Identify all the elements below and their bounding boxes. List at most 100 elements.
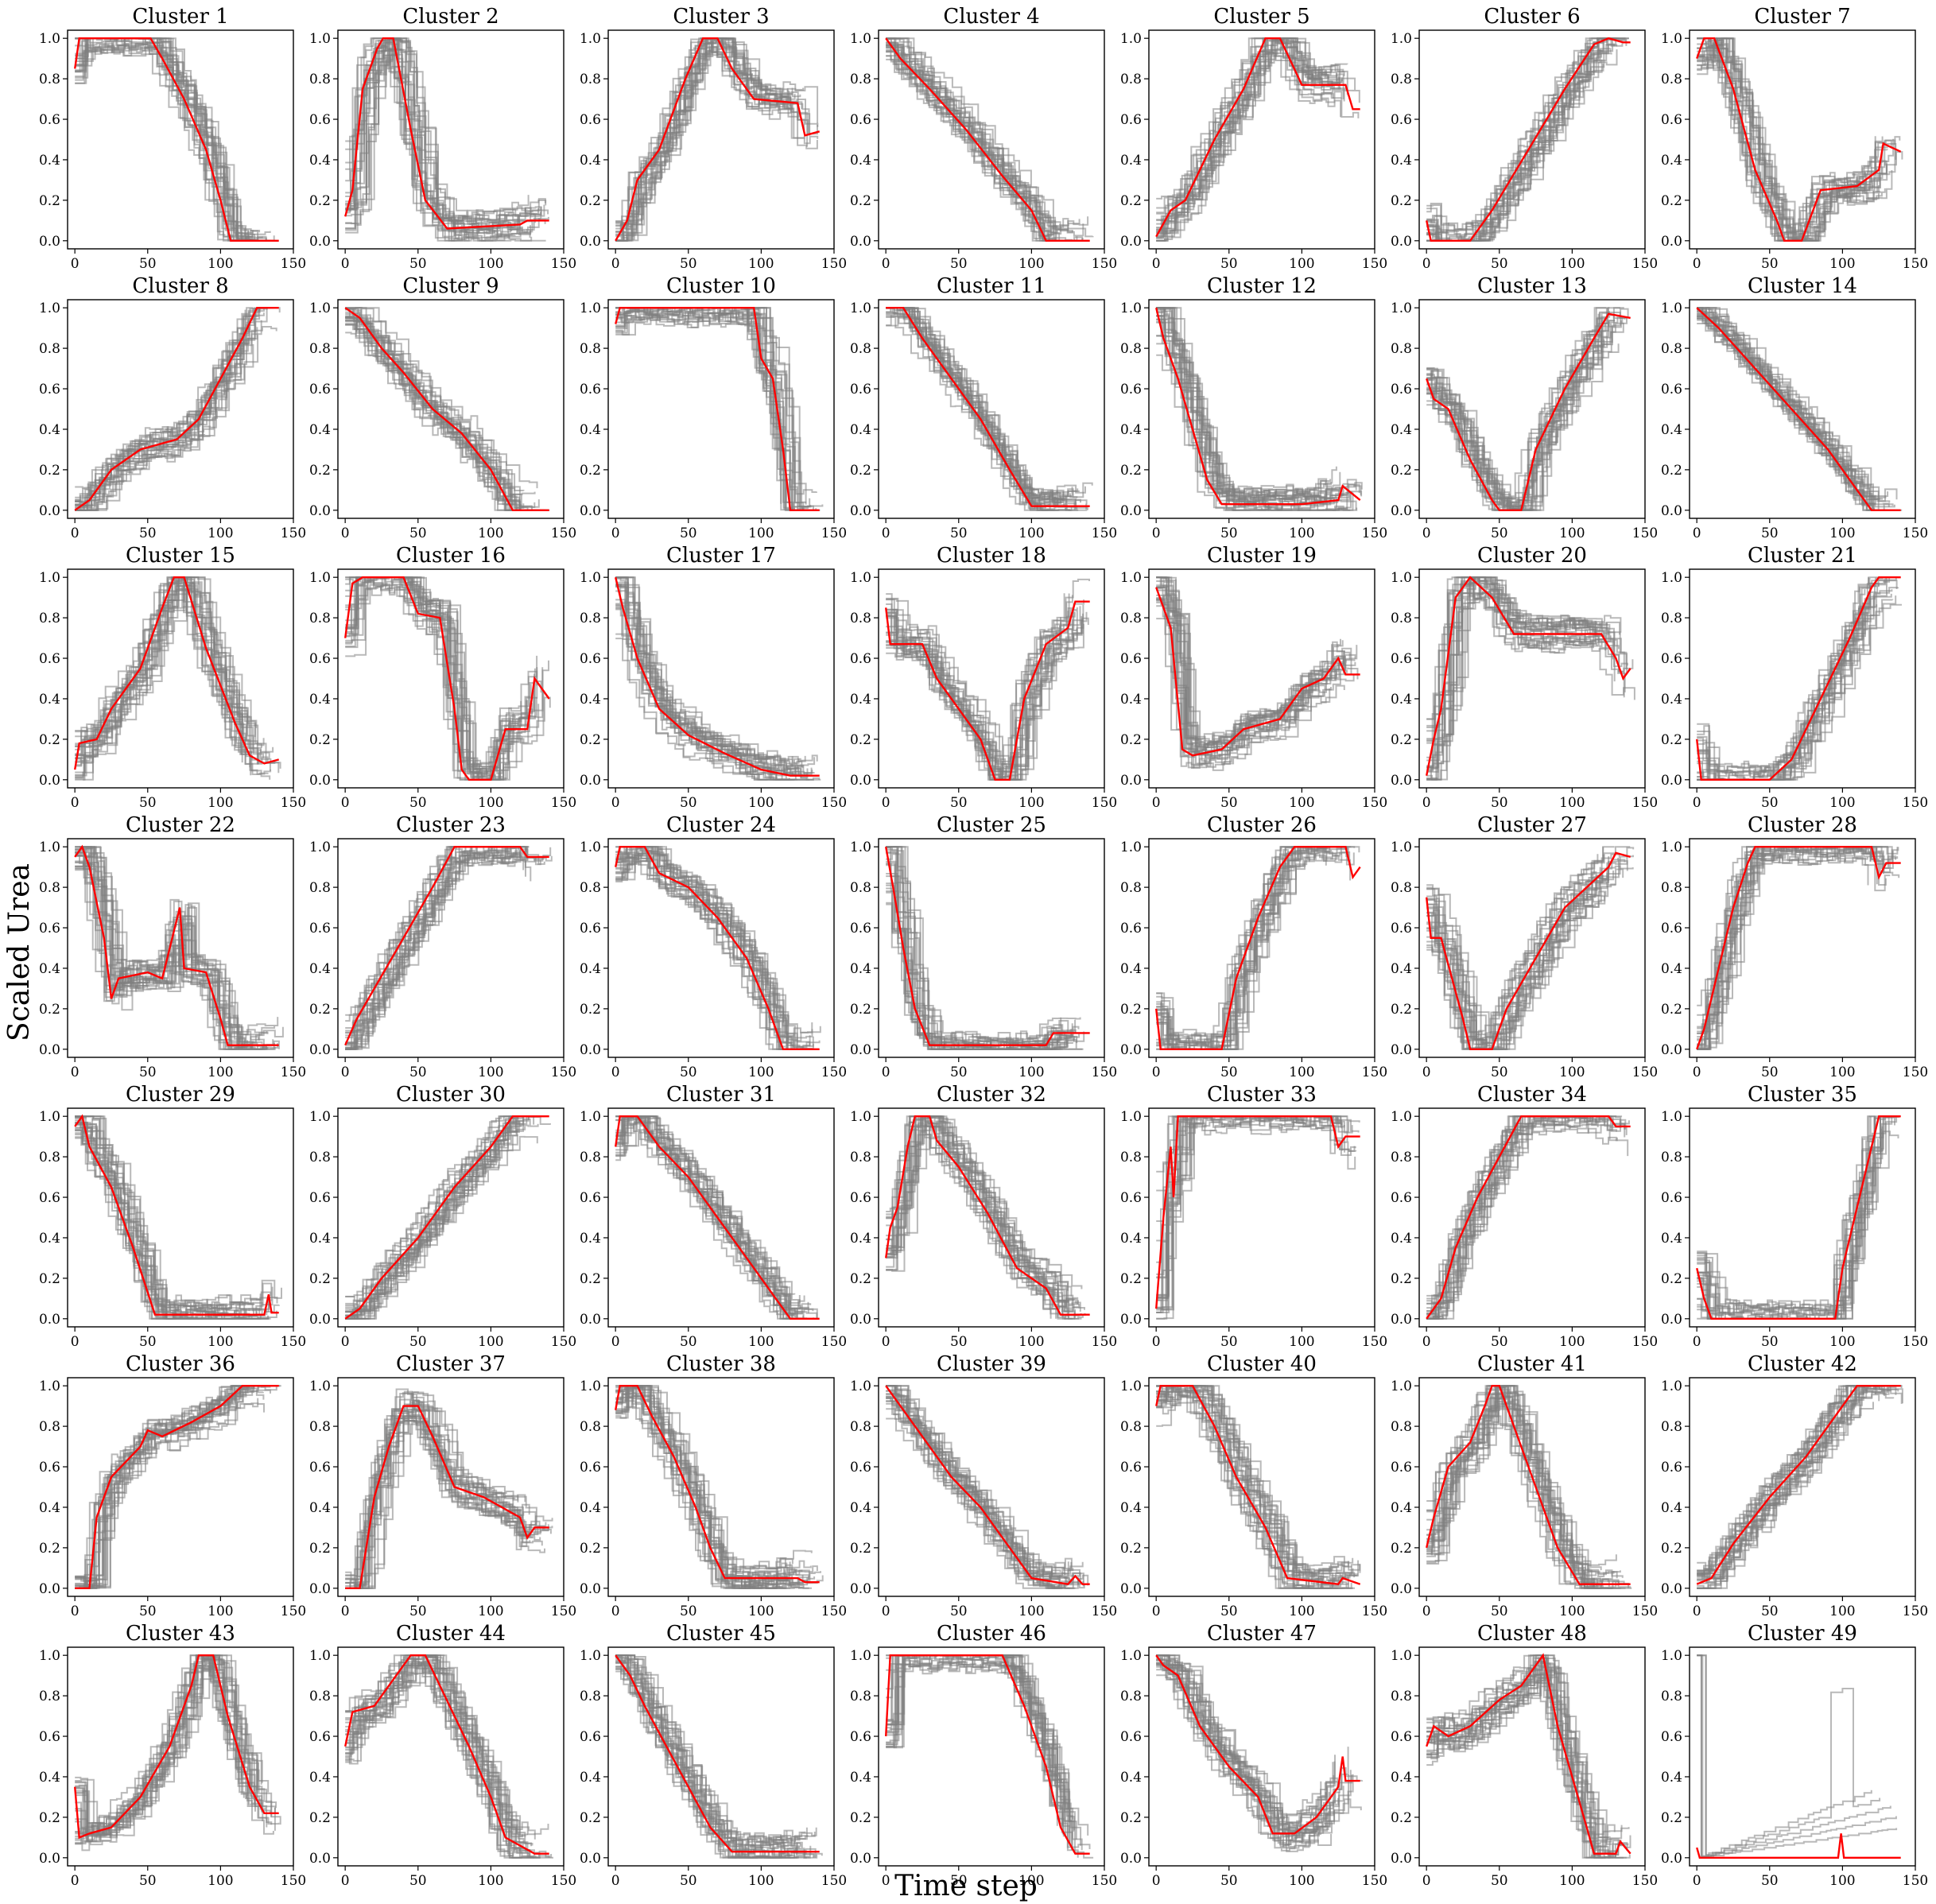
member-line	[1426, 583, 1620, 781]
member-line	[1156, 335, 1344, 502]
cluster-title: Cluster 47	[1207, 1622, 1317, 1646]
member-line	[615, 1124, 815, 1320]
member-line	[1426, 1123, 1629, 1320]
y-tick-label: 0.6	[39, 651, 60, 667]
x-tick-label: 0	[341, 1334, 350, 1350]
cluster-panel: Cluster 39 0 50 100 150 0.0 0.2 0.4 0.6 0.8 1.0	[850, 1352, 1117, 1619]
y-tick-label: 1.0	[309, 840, 331, 855]
member-line	[345, 1135, 538, 1320]
x-tick-label: 150	[1092, 525, 1117, 541]
cluster-panel: Cluster 2 0 50 100 150 0.0 0.2 0.4 0.6 0.8 1.0	[309, 5, 576, 272]
y-tick-label: 0.8	[39, 1689, 60, 1704]
centroid-line	[74, 37, 279, 242]
plot-frame	[337, 29, 565, 250]
y-tick-label: 1.0	[1391, 570, 1412, 586]
cluster-title: Cluster 39	[937, 1352, 1046, 1376]
y-tick-label: 1.0	[39, 31, 60, 47]
cluster-title: Cluster 20	[1477, 544, 1587, 568]
member-lines	[1156, 307, 1363, 511]
plot-frame	[337, 1377, 565, 1597]
cluster-title: Cluster 41	[1477, 1352, 1587, 1376]
x-tick-label: 100	[1559, 256, 1585, 272]
cluster-panel: Cluster 42 0 50 100 150 0.0 0.2 0.4 0.6 0.8 1.0	[1661, 1352, 1928, 1619]
y-tick-label: 0.6	[39, 1729, 60, 1745]
y-tick-label: 1.0	[1661, 1648, 1682, 1664]
centroid-line	[615, 1384, 820, 1584]
member-line	[75, 588, 281, 777]
y-tick-label: 0.4	[580, 961, 601, 977]
cluster-title: Cluster 24	[666, 813, 776, 837]
centroid-line	[1155, 587, 1360, 757]
y-tick-label: 0.2	[850, 1541, 871, 1557]
x-tick-label: 100	[478, 1064, 503, 1080]
member-line	[1426, 1667, 1592, 1832]
centroid-line	[885, 1115, 1090, 1316]
x-tick-label: 0	[1422, 256, 1431, 272]
y-tick-label: 0.2	[1661, 1541, 1682, 1557]
y-tick-label: 0.4	[850, 692, 871, 708]
y-tick-label: 1.0	[850, 570, 871, 586]
y-tick-label: 0.0	[850, 503, 871, 519]
y-tick-label: 0.2	[580, 732, 601, 748]
y-tick-label: 0.0	[309, 503, 331, 519]
x-tick-label: 50	[409, 795, 427, 811]
member-line	[75, 581, 245, 781]
x-tick-label: 0	[1693, 1873, 1701, 1889]
cluster-title: Cluster 5	[1213, 5, 1309, 29]
y-tick-label: 0.4	[850, 961, 871, 977]
x-tick-label: 50	[1220, 1873, 1238, 1889]
member-line	[1156, 319, 1354, 511]
x-tick-label: 100	[1559, 795, 1585, 811]
y-tick-label: 1.0	[850, 31, 871, 47]
member-line	[345, 307, 525, 491]
x-tick-label: 0	[1422, 1334, 1431, 1350]
plot-frame	[607, 568, 835, 789]
y-tick-label: 0.2	[309, 463, 331, 479]
x-tick-label: 50	[1761, 256, 1779, 272]
y-tick-label: 0.6	[850, 1460, 871, 1476]
cluster-panel: Cluster 36 0 50 100 150 0.0 0.2 0.4 0.6 0.8 1.0	[39, 1352, 306, 1619]
x-tick-label: 0	[1693, 1334, 1701, 1350]
cluster-title: Cluster 38	[666, 1352, 776, 1376]
x-tick-label: 100	[1018, 1334, 1044, 1350]
y-tick-label: 0.2	[1120, 1541, 1142, 1557]
x-tick-label: 50	[139, 525, 157, 541]
x-tick-label: 50	[1220, 256, 1238, 272]
member-line	[1156, 37, 1333, 235]
member-line	[886, 848, 1084, 1050]
x-tick-label: 50	[1491, 525, 1508, 541]
y-tick-label: 0.8	[1391, 1419, 1412, 1435]
cluster-panel: Cluster 45 0 50 100 150 0.0 0.2 0.4 0.6 0.8 1.0	[580, 1622, 847, 1889]
member-line	[1697, 577, 1871, 781]
x-tick-label: 0	[1152, 1873, 1161, 1889]
y-tick-label: 0.0	[1391, 1042, 1412, 1058]
x-tick-label: 0	[341, 1603, 350, 1619]
centroid-line	[885, 1385, 1090, 1585]
x-tick-label: 50	[139, 1064, 157, 1080]
cluster-panel: Cluster 31 0 50 100 150 0.0 0.2 0.4 0.6 0.8 1.0	[580, 1083, 847, 1350]
cluster-title: Cluster 15	[126, 544, 235, 568]
x-tick-label: 150	[1092, 1334, 1117, 1350]
y-tick-label: 1.0	[1120, 570, 1142, 586]
y-tick-label: 0.2	[1391, 1271, 1412, 1287]
y-tick-label: 1.0	[39, 840, 60, 855]
plot-frame	[607, 1377, 835, 1597]
cluster-panel: Cluster 49 0 50 100 150 0.0 0.2 0.4 0.6 0.8 1.0	[1661, 1622, 1928, 1889]
y-tick-label: 1.0	[309, 1109, 331, 1125]
plot-frame	[878, 1107, 1105, 1328]
y-tick-label: 0.8	[1391, 1150, 1412, 1165]
y-tick-label: 0.6	[580, 1729, 601, 1745]
y-tick-label: 0.4	[39, 1500, 60, 1516]
x-tick-label: 150	[821, 1873, 847, 1889]
cluster-title: Cluster 9	[402, 274, 499, 298]
plot-frame	[607, 1107, 835, 1328]
x-tick-label: 150	[1903, 1603, 1928, 1619]
x-tick-label: 50	[1761, 795, 1779, 811]
y-tick-label: 0.8	[309, 611, 331, 626]
member-lines	[615, 1385, 824, 1589]
member-line	[886, 37, 1073, 237]
centroid-line	[1696, 845, 1901, 1050]
plot-frame	[337, 1107, 565, 1328]
x-tick-label: 150	[551, 1064, 576, 1080]
centroid-line	[885, 600, 1090, 781]
